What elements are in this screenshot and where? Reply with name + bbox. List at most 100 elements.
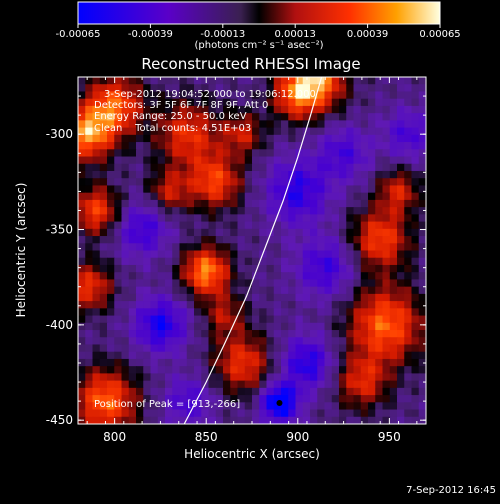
heatmap-cell — [324, 178, 333, 187]
heatmap-cell — [223, 351, 231, 360]
heatmap-cell — [259, 308, 268, 317]
heatmap-cell — [317, 272, 326, 281]
heatmap-cell — [186, 344, 195, 353]
heatmap-cell — [157, 286, 166, 295]
heatmap-cell — [252, 250, 260, 259]
heatmap-cell — [215, 170, 224, 179]
heatmap-cell — [99, 279, 108, 288]
heatmap-cell — [317, 395, 326, 403]
heatmap-cell — [281, 228, 289, 237]
heatmap-cell — [85, 344, 94, 353]
heatmap-cell — [172, 105, 181, 114]
heatmap-cell — [252, 402, 260, 411]
heatmap-cell — [281, 127, 289, 136]
heatmap-cell — [360, 170, 369, 179]
heatmap-cell — [194, 120, 202, 129]
heatmap-cell — [165, 402, 173, 411]
heatmap-cell — [165, 387, 173, 396]
heatmap-cell — [273, 293, 282, 302]
heatmap-cell — [397, 236, 405, 244]
heatmap-cell — [389, 221, 398, 230]
heatmap-cell — [339, 351, 347, 360]
heatmap-cell — [215, 264, 224, 273]
heatmap-cell — [382, 228, 391, 237]
heatmap-cell — [346, 185, 355, 194]
heatmap-cell — [157, 84, 166, 93]
heatmap-cell — [397, 134, 405, 143]
heatmap-cell — [375, 185, 384, 194]
heatmap-cell — [411, 387, 420, 396]
heatmap-cell — [92, 395, 101, 403]
heatmap-cell — [317, 113, 326, 121]
heatmap-cell — [128, 358, 137, 367]
heatmap-cell — [288, 192, 297, 201]
heatmap-cell — [281, 366, 289, 374]
heatmap-cell — [411, 344, 420, 353]
heatmap-cell — [179, 286, 188, 295]
heatmap-cell — [360, 142, 369, 150]
heatmap-cell — [136, 409, 144, 418]
heatmap-cell — [273, 178, 282, 187]
heatmap-cell — [339, 416, 347, 424]
heatmap-cell — [179, 293, 188, 302]
heatmap-cell — [114, 264, 123, 273]
heatmap-cell — [208, 402, 217, 411]
heatmap-cell — [375, 409, 384, 418]
heatmap-cell — [389, 402, 398, 411]
heatmap-cell — [281, 149, 289, 158]
heatmap-cell — [389, 236, 398, 244]
heatmap-cell — [368, 221, 376, 230]
heatmap-cell — [404, 178, 413, 187]
heatmap-cell — [99, 380, 108, 389]
heatmap-cell — [179, 380, 188, 389]
x-tick-label: 950 — [378, 430, 401, 444]
heatmap-cell — [92, 120, 101, 129]
heatmap-cell — [295, 286, 304, 295]
heatmap-cell — [302, 156, 311, 165]
heatmap-cell — [107, 199, 115, 208]
heatmap-cell — [172, 272, 181, 281]
heatmap-cell — [310, 228, 318, 237]
heatmap-cell — [389, 207, 398, 215]
heatmap-cell — [128, 380, 137, 389]
heatmap-cell — [339, 178, 347, 187]
heatmap-cell — [389, 91, 398, 100]
heatmap-cell — [223, 337, 231, 346]
heatmap-cell — [259, 387, 268, 396]
heatmap-cell — [107, 105, 115, 114]
heatmap-cell — [418, 322, 426, 331]
heatmap-cell — [382, 91, 391, 100]
heatmap-cell — [375, 322, 384, 331]
heatmap-cell — [252, 214, 260, 223]
heatmap-cell — [201, 358, 210, 367]
heatmap-cell — [223, 402, 231, 411]
heatmap-cell — [157, 344, 166, 353]
heatmap-cell — [237, 351, 246, 360]
heatmap-cell — [114, 366, 123, 374]
heatmap-cell — [310, 178, 318, 187]
heatmap-cell — [92, 113, 101, 121]
heatmap-cell — [375, 344, 384, 353]
heatmap-cell — [121, 272, 130, 281]
heatmap-cell — [310, 192, 318, 201]
heatmap-cell — [317, 279, 326, 288]
heatmap-cell — [339, 163, 347, 172]
heatmap-cell — [281, 293, 289, 302]
heatmap-cell — [186, 214, 195, 223]
heatmap-cell — [143, 105, 152, 114]
heatmap-cell — [339, 373, 347, 382]
heatmap-cell — [215, 344, 224, 353]
heatmap-cell — [150, 308, 159, 317]
heatmap-cell — [310, 293, 318, 302]
heatmap-cell — [107, 163, 115, 172]
heatmap-cell — [382, 366, 391, 374]
heatmap-cell — [92, 286, 101, 295]
heatmap-cell — [78, 330, 86, 338]
heatmap-cell — [172, 228, 181, 237]
heatmap-cell — [208, 178, 217, 187]
heatmap-cell — [353, 178, 362, 187]
heatmap-cell — [324, 236, 333, 244]
heatmap-cell — [114, 358, 123, 367]
heatmap-cell — [165, 330, 173, 338]
heatmap-cell — [114, 257, 123, 266]
